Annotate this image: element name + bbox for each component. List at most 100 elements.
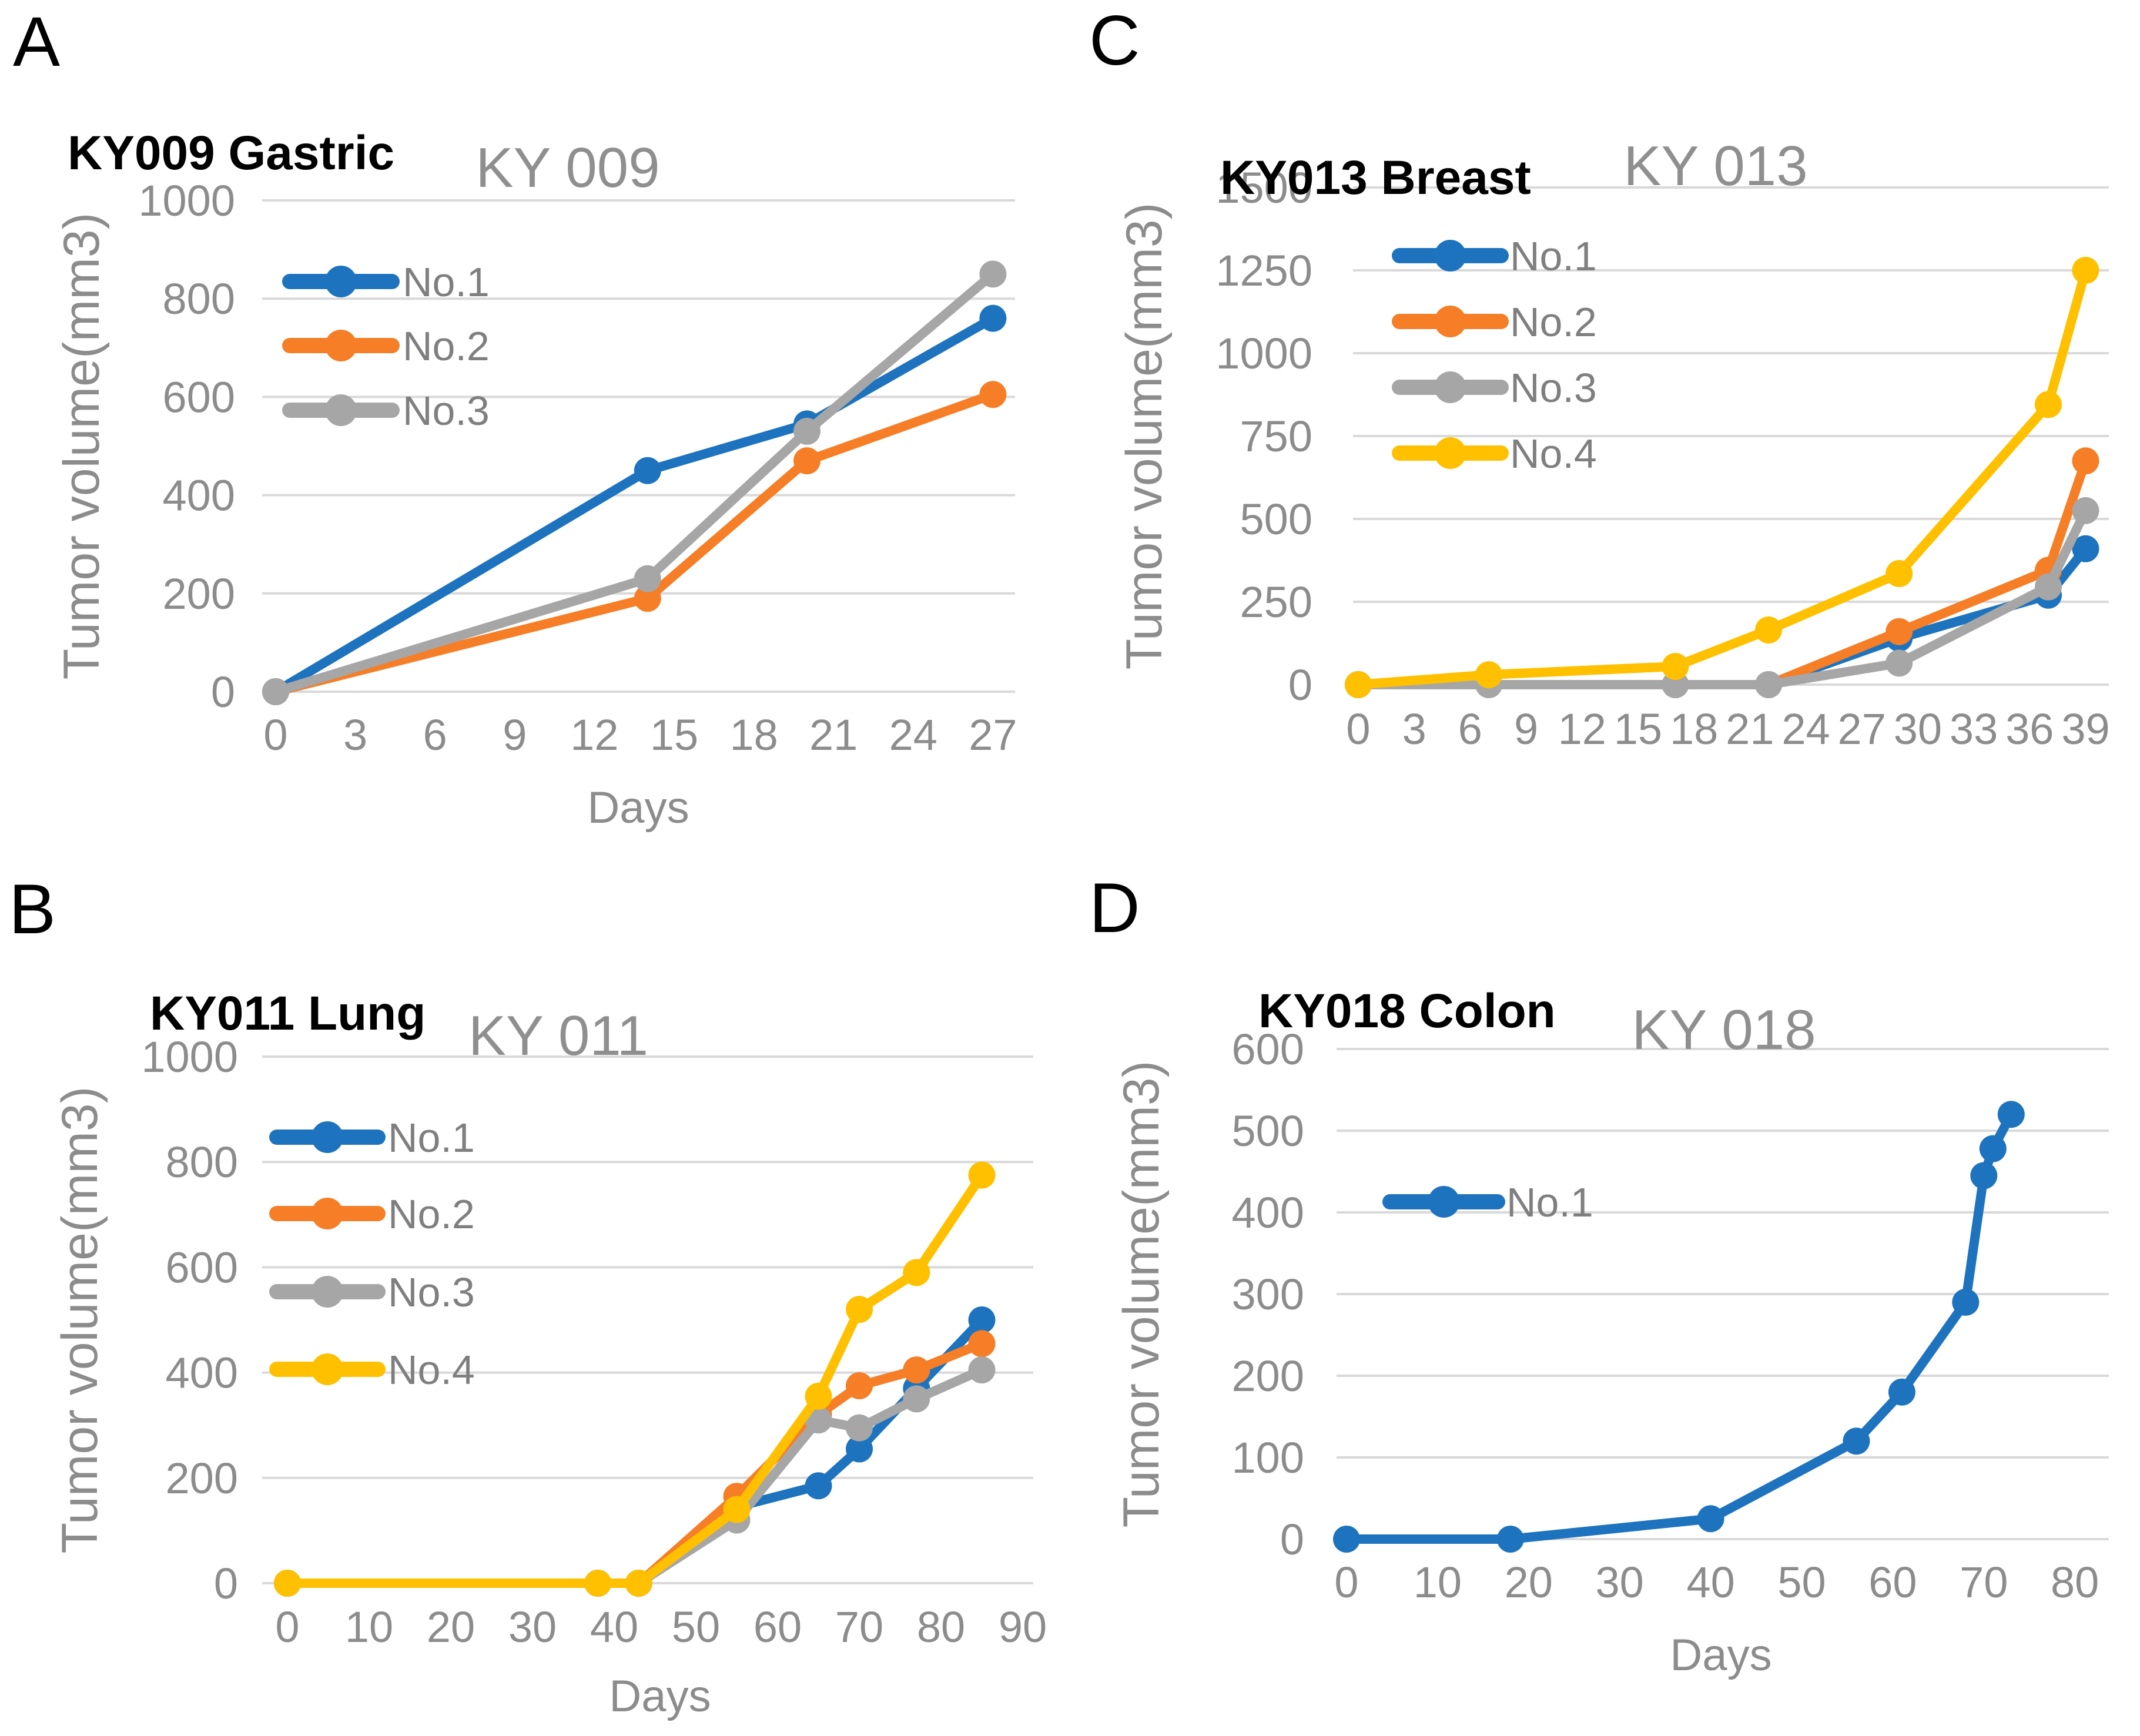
x-tick-label: 20 xyxy=(1505,1558,1553,1607)
legend-marker-icon xyxy=(1434,240,1466,272)
data-point xyxy=(968,1356,996,1384)
data-point xyxy=(979,304,1007,332)
y-axis-title: Tumor volume(mm3) xyxy=(1113,1061,1170,1528)
x-tick-label: 15 xyxy=(650,711,698,759)
panel-letter: A xyxy=(13,2,60,81)
legend-marker-icon xyxy=(325,266,357,297)
y-tick-label: 1000 xyxy=(141,1033,238,1081)
legend-item-No.2: No.2 xyxy=(282,323,490,369)
x-tick-label: 10 xyxy=(1414,1558,1462,1607)
y-axis-title: Tumor volume(mm3) xyxy=(1116,203,1173,670)
data-point xyxy=(2072,497,2099,524)
data-point xyxy=(2072,447,2099,475)
y-tick-label: 0 xyxy=(211,668,235,716)
legend-label: No.3 xyxy=(388,1269,475,1315)
x-tick-label: 18 xyxy=(729,711,778,759)
legend-marker-icon xyxy=(325,330,357,361)
y-tick-label: 800 xyxy=(166,1138,238,1187)
panel-header: KY011 Lung xyxy=(150,987,426,1040)
y-tick-label: 250 xyxy=(1240,578,1312,626)
y-tick-label: 0 xyxy=(214,1559,238,1608)
x-tick-label: 9 xyxy=(1514,705,1538,753)
x-tick-label: 15 xyxy=(1614,705,1662,753)
data-point xyxy=(625,1570,652,1597)
legend-item-No.4: No.4 xyxy=(1392,431,1597,477)
legend-item-No.1: No.1 xyxy=(1382,1179,1593,1225)
x-tick-label: 3 xyxy=(343,711,367,759)
legend-label: No.2 xyxy=(388,1191,475,1237)
legend-label: No.1 xyxy=(403,259,490,305)
data-point xyxy=(2072,257,2099,284)
x-tick-label: 36 xyxy=(2005,705,2054,753)
legend-marker-icon xyxy=(312,1121,343,1153)
data-point xyxy=(1755,616,1783,644)
y-tick-label: 800 xyxy=(163,274,235,323)
data-point xyxy=(979,381,1007,408)
data-point xyxy=(2035,573,2062,601)
legend-label: No.2 xyxy=(1510,299,1597,345)
data-point xyxy=(1475,661,1503,689)
series-line-No.3 xyxy=(271,269,998,696)
legend-marker-icon xyxy=(312,1198,343,1229)
data-point xyxy=(1886,649,1913,677)
y-tick-label: 1000 xyxy=(138,176,235,225)
series-line-No.2 xyxy=(271,390,998,696)
legend-marker-icon xyxy=(312,1276,343,1308)
data-point xyxy=(1886,560,1913,588)
x-axis-title: Days xyxy=(609,1671,711,1721)
x-axis-title: Days xyxy=(587,783,689,833)
x-tick-label: 60 xyxy=(1868,1558,1917,1607)
legend-label: No.3 xyxy=(403,388,490,434)
data-point xyxy=(262,678,289,705)
data-point xyxy=(584,1570,612,1597)
series-line-No.1 xyxy=(1354,544,2091,689)
data-point xyxy=(723,1496,751,1523)
data-point xyxy=(968,1330,996,1358)
legend-marker-icon xyxy=(1434,306,1466,337)
x-tick-label: 6 xyxy=(423,711,447,759)
panel-letter: C xyxy=(1089,1,1140,80)
legend-marker-icon xyxy=(312,1353,343,1385)
panel-chart-ky011-lung: 0 200 400 600 800 1000 0 10 20 30 40 50 60 70 80 90 No.1… xyxy=(9,870,1047,1721)
legend-label: No.3 xyxy=(1510,365,1597,411)
legend-item-No.1: No.1 xyxy=(1392,233,1597,279)
chart-title: KY 011 xyxy=(468,1004,648,1067)
data-point xyxy=(2072,535,2099,562)
y-tick-label: 750 xyxy=(1240,412,1312,461)
data-point xyxy=(1952,1288,1980,1316)
data-point xyxy=(903,1385,930,1413)
data-point xyxy=(634,565,661,592)
x-tick-label: 39 xyxy=(2061,705,2109,753)
y-tick-label: 0 xyxy=(1280,1515,1304,1564)
data-point xyxy=(1755,671,1783,698)
x-tick-label: 21 xyxy=(809,711,858,759)
x-tick-label: 70 xyxy=(1960,1558,2008,1607)
x-tick-label: 30 xyxy=(508,1603,557,1651)
panel-chart-ky018-colon: 0 100 200 300 400 500 600 0 10 20 30 40 50 60 70 80 No.1… xyxy=(1089,870,2109,1680)
data-point xyxy=(1345,671,1372,698)
y-tick-label: 500 xyxy=(1232,1107,1304,1155)
series-line-No.3 xyxy=(283,1365,987,1588)
data-point xyxy=(903,1259,930,1286)
legend-label: No.1 xyxy=(1506,1179,1593,1225)
data-point xyxy=(1697,1505,1724,1533)
data-point xyxy=(634,457,661,484)
legend-item-No.2: No.2 xyxy=(1392,299,1597,345)
x-tick-label: 9 xyxy=(503,711,527,759)
legend-label: No.4 xyxy=(1510,431,1597,477)
x-tick-label: 12 xyxy=(570,711,618,759)
x-tick-label: 0 xyxy=(263,711,287,759)
series-line-No.1 xyxy=(1342,1110,2016,1544)
x-tick-label: 27 xyxy=(969,711,1017,759)
y-tick-label: 400 xyxy=(163,471,235,520)
y-axis-title: Tumor volume(mm3) xyxy=(52,1087,108,1554)
legend-marker-icon xyxy=(1434,371,1466,403)
data-point xyxy=(805,1382,832,1410)
x-tick-label: 6 xyxy=(1458,705,1482,753)
x-tick-label: 10 xyxy=(345,1603,393,1651)
y-tick-label: 200 xyxy=(163,569,235,618)
x-tick-label: 80 xyxy=(2051,1558,2099,1607)
panel-letter: D xyxy=(1089,870,1140,947)
